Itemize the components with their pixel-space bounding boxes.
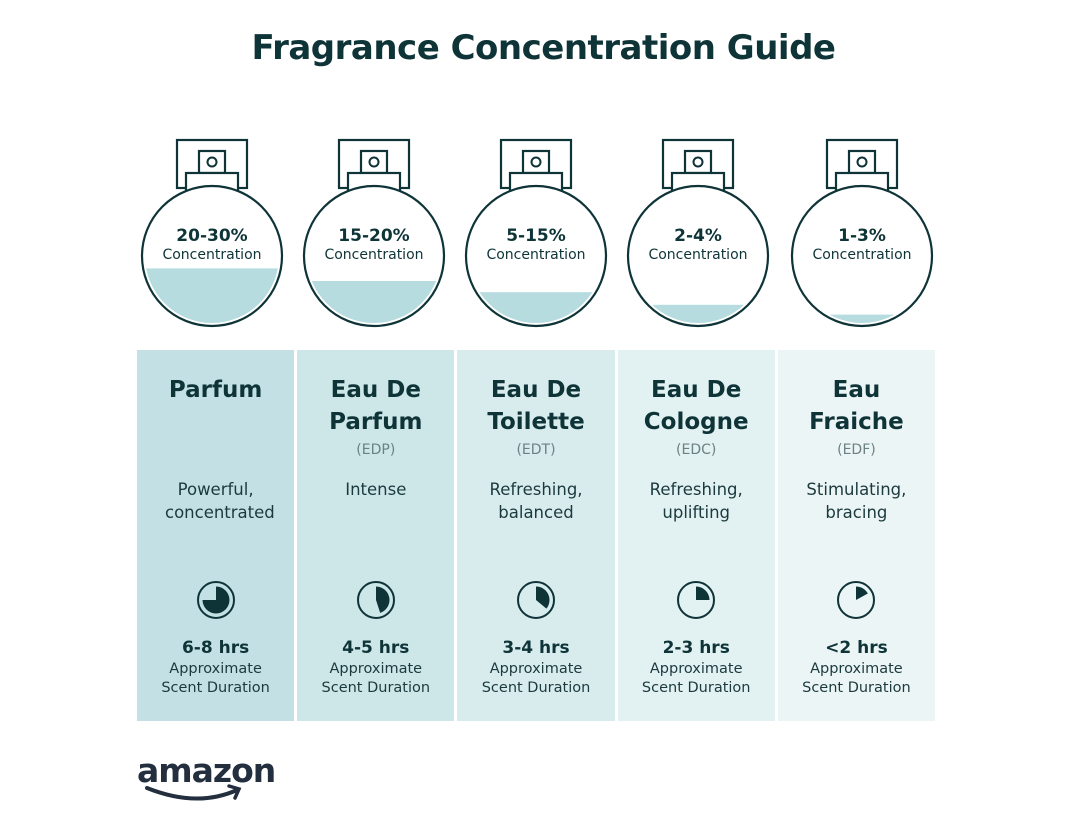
clock-face <box>196 581 235 619</box>
clock-icon <box>677 581 716 619</box>
duration-value: 6-8 hrs <box>181 638 250 658</box>
fragrance-description: Refreshing, uplifting <box>649 480 743 522</box>
duration-value: 2-3 hrs <box>662 638 730 658</box>
fragrance-name: Eau Fraiche <box>809 377 904 435</box>
duration-value: 3-4 hrs <box>502 638 570 658</box>
duration-label: Approximate Scent Duration <box>778 660 935 698</box>
clock-fill <box>696 586 710 600</box>
duration-label-line-2: Scent Duration <box>802 680 911 696</box>
fragrance-abbreviation: (EDT) <box>516 442 556 458</box>
duration-label-line-1: Approximate <box>169 661 262 677</box>
bottle: 5-15%Concentration <box>464 138 608 328</box>
liquid-level <box>469 292 603 323</box>
bottle: 1-3%Concentration <box>790 138 934 328</box>
concentration-value: 1-3% <box>838 226 886 246</box>
sprayer <box>359 149 389 175</box>
fragrance-name: Eau De Parfum <box>329 377 423 435</box>
fragrance-abbreviation: (EDF) <box>837 442 876 458</box>
duration-label-line-2: Scent Duration <box>481 680 591 696</box>
bottle-body <box>790 184 934 328</box>
concentration-label: Concentration <box>648 247 747 263</box>
duration-label: Approximate Scent Duration <box>618 660 775 698</box>
fragrance-name: Parfum <box>168 377 263 403</box>
page-title: Fragrance Concentration Guide <box>251 28 836 68</box>
clock-fill <box>536 586 550 609</box>
nozzle <box>530 156 542 168</box>
clock-fill <box>375 586 390 613</box>
duration-label-line-1: Approximate <box>649 661 743 677</box>
liquid-level <box>795 314 929 323</box>
bottle-illustrations: 20-30%Concentration15-20%Concentration5-… <box>140 138 934 328</box>
duration-label: Approximate Scent Duration <box>457 660 614 698</box>
nozzle <box>692 156 704 168</box>
fragrance-name: Eau De Cologne <box>643 377 749 435</box>
column-eau-de-parfum: Eau De Parfum (EDP) Intense 4-5 hrs Appr… <box>297 350 455 721</box>
clock-icon <box>517 581 555 619</box>
fragrance-description: Stimulating, bracing <box>806 480 907 522</box>
concentration-label: Concentration <box>162 247 261 263</box>
fragrance-description: Intense <box>345 480 407 499</box>
concentration-table: Parfum Powerful, concentrated 6-8 hrs Ap… <box>137 350 936 721</box>
duration-label: Approximate Scent Duration <box>137 660 294 698</box>
sprayer <box>521 149 551 175</box>
concentration-value: 20-30% <box>176 226 247 246</box>
concentration-value: 5-15% <box>506 226 566 246</box>
column-eau-de-toilette: Eau De Toilette (EDT) Refreshing, balanc… <box>457 350 615 721</box>
concentration-value: 2-4% <box>674 226 722 246</box>
duration-label-line-1: Approximate <box>489 661 583 677</box>
duration-label-line-1: Approximate <box>810 661 903 677</box>
concentration-label: Concentration <box>812 247 911 263</box>
bottle: 15-20%Concentration <box>302 138 446 328</box>
bottle: 20-30%Concentration <box>140 138 284 328</box>
duration-value: 4-5 hrs <box>342 638 410 658</box>
duration-label-line-2: Scent Duration <box>161 680 270 696</box>
nozzle <box>856 156 868 168</box>
bottle-body <box>626 184 770 328</box>
nozzle <box>368 156 380 168</box>
clock-icon <box>196 581 235 619</box>
svg-text:amazon: amazon <box>137 751 275 790</box>
bottle-body <box>464 184 608 328</box>
fragrance-abbreviation: (EDP) <box>356 442 396 458</box>
concentration-label: Concentration <box>324 247 423 263</box>
clock-fill <box>202 586 230 614</box>
fragrance-description: Powerful, concentrated <box>165 480 275 522</box>
column-eau-de-cologne: Eau De Cologne (EDC) Refreshing, uplifti… <box>617 350 775 721</box>
amazon-logo: amazon <box>137 751 276 801</box>
clock-icon <box>837 581 876 619</box>
duration-label-line-2: Scent Duration <box>321 680 431 696</box>
bottle: 2-4%Concentration <box>626 138 770 328</box>
duration-label-line-2: Scent Duration <box>641 680 751 696</box>
liquid-level <box>145 268 279 323</box>
sprayer <box>847 149 877 175</box>
column-eau-fraiche: Eau Fraiche (EDF) Stimulating, bracing <… <box>777 350 936 721</box>
duration-label-line-1: Approximate <box>329 661 423 677</box>
column-parfum: Parfum Powerful, concentrated 6-8 hrs Ap… <box>137 350 295 721</box>
nozzle <box>206 156 218 168</box>
liquid-level <box>631 304 765 323</box>
concentration-value: 15-20% <box>338 226 409 246</box>
clock-face <box>356 581 395 619</box>
concentration-label: Concentration <box>486 247 585 263</box>
sprayer <box>683 149 713 175</box>
fragrance-name: Eau De Toilette <box>487 377 585 435</box>
clock-face <box>517 581 555 619</box>
clock-face <box>677 581 716 619</box>
duration-label: Approximate Scent Duration <box>297 660 454 698</box>
clock-fill <box>856 586 869 600</box>
clock-face <box>837 581 876 619</box>
fragrance-description: Refreshing, balanced <box>489 480 583 522</box>
clock-icon <box>356 581 395 619</box>
duration-value: <2 hrs <box>825 638 888 658</box>
sprayer <box>197 149 227 175</box>
fragrance-abbreviation: (EDC) <box>676 442 717 458</box>
